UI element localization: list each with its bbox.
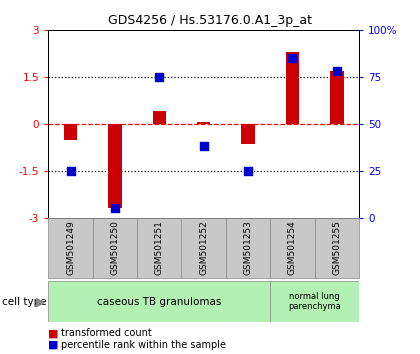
Bar [315,218,359,278]
Bar [226,218,270,278]
Bar [270,218,315,278]
Text: ▶: ▶ [36,295,45,308]
Bar [270,281,359,322]
Point [112,205,118,211]
Bar [330,71,344,124]
Bar [93,218,137,278]
Bar [197,122,210,124]
Text: GSM501255: GSM501255 [332,220,341,275]
Bar [108,124,121,208]
Text: GSM501249: GSM501249 [66,221,75,275]
Text: ■: ■ [48,329,59,338]
Point [67,168,74,173]
Text: GSM501251: GSM501251 [155,220,164,275]
Text: GSM501253: GSM501253 [244,220,252,275]
Point [156,74,163,80]
Text: ■: ■ [48,340,59,350]
Bar [241,124,255,144]
Text: transformed count: transformed count [61,329,152,338]
Bar [64,124,77,139]
Text: cell type: cell type [2,297,47,307]
Text: GDS4256 / Hs.53176.0.A1_3p_at: GDS4256 / Hs.53176.0.A1_3p_at [108,14,312,27]
Bar [286,52,299,124]
Bar [152,112,166,124]
Point [245,168,252,173]
Text: GSM501250: GSM501250 [110,220,119,275]
Bar [181,218,226,278]
Point [200,144,207,149]
Point [333,69,340,74]
Point [289,55,296,61]
Bar [48,281,270,322]
Bar [48,218,93,278]
Text: caseous TB granulomas: caseous TB granulomas [97,297,221,307]
Text: percentile rank within the sample: percentile rank within the sample [61,340,226,350]
Bar [137,218,181,278]
Text: normal lung
parenchyma: normal lung parenchyma [288,292,341,312]
Text: GSM501252: GSM501252 [199,221,208,275]
Text: GSM501254: GSM501254 [288,221,297,275]
